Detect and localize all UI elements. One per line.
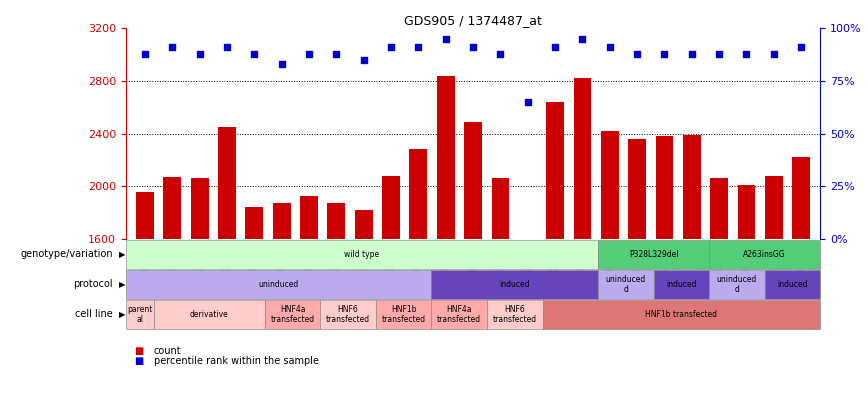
Bar bbox=[437, 76, 455, 405]
Point bbox=[466, 44, 480, 51]
Bar bbox=[738, 185, 755, 405]
Text: cell line: cell line bbox=[76, 309, 113, 319]
Bar bbox=[327, 203, 345, 405]
Text: induced: induced bbox=[499, 280, 530, 289]
Point bbox=[439, 36, 453, 42]
Bar bbox=[300, 196, 318, 405]
Bar bbox=[792, 158, 810, 405]
Bar bbox=[546, 102, 564, 405]
Point bbox=[794, 44, 808, 51]
Point bbox=[275, 61, 289, 67]
Text: derivative: derivative bbox=[190, 310, 228, 319]
Point bbox=[657, 50, 671, 57]
Text: induced: induced bbox=[777, 280, 808, 289]
Bar bbox=[218, 127, 236, 405]
Bar bbox=[628, 139, 646, 405]
Bar bbox=[464, 122, 482, 405]
Text: ▶: ▶ bbox=[119, 250, 125, 259]
Text: percentile rank within the sample: percentile rank within the sample bbox=[154, 356, 319, 366]
Point bbox=[385, 44, 398, 51]
Point bbox=[766, 50, 780, 57]
Bar bbox=[765, 176, 783, 405]
Point bbox=[330, 50, 344, 57]
Text: HNF4a
transfected: HNF4a transfected bbox=[271, 305, 314, 324]
Bar bbox=[355, 210, 372, 405]
Bar bbox=[574, 79, 591, 405]
Text: uninduced: uninduced bbox=[259, 280, 299, 289]
Text: ■: ■ bbox=[135, 346, 144, 356]
Point bbox=[575, 36, 589, 42]
Text: wild type: wild type bbox=[345, 250, 379, 259]
Point bbox=[521, 99, 535, 105]
Point bbox=[602, 44, 616, 51]
Bar bbox=[601, 131, 619, 405]
Point bbox=[685, 50, 699, 57]
Point bbox=[193, 50, 207, 57]
Text: genotype/variation: genotype/variation bbox=[20, 249, 113, 259]
Point bbox=[712, 50, 726, 57]
Point bbox=[357, 57, 371, 63]
Point bbox=[740, 50, 753, 57]
Bar bbox=[136, 192, 154, 405]
Text: P328L329del: P328L329del bbox=[628, 250, 679, 259]
Text: protocol: protocol bbox=[73, 279, 113, 289]
Point bbox=[630, 50, 644, 57]
Point bbox=[138, 50, 152, 57]
Text: HNF1b transfected: HNF1b transfected bbox=[646, 310, 717, 319]
Text: induced: induced bbox=[666, 280, 697, 289]
Bar bbox=[273, 203, 291, 405]
Bar bbox=[491, 179, 510, 405]
Text: ■: ■ bbox=[135, 356, 144, 366]
Text: HNF6
transfected: HNF6 transfected bbox=[326, 305, 370, 324]
Point bbox=[302, 50, 316, 57]
Bar bbox=[163, 177, 181, 405]
Bar bbox=[246, 207, 263, 405]
Bar bbox=[710, 179, 728, 405]
Text: ▶: ▶ bbox=[119, 310, 125, 319]
Point bbox=[247, 50, 261, 57]
Bar bbox=[382, 176, 400, 405]
Text: count: count bbox=[154, 346, 181, 356]
Text: HNF1b
transfected: HNF1b transfected bbox=[382, 305, 425, 324]
Bar bbox=[519, 239, 536, 405]
Text: uninduced
d: uninduced d bbox=[717, 275, 757, 294]
Point bbox=[548, 44, 562, 51]
Point bbox=[493, 50, 507, 57]
Text: A263insGG: A263insGG bbox=[743, 250, 786, 259]
Text: uninduced
d: uninduced d bbox=[606, 275, 646, 294]
Point bbox=[220, 44, 234, 51]
Title: GDS905 / 1374487_at: GDS905 / 1374487_at bbox=[404, 14, 542, 27]
Text: ▶: ▶ bbox=[119, 280, 125, 289]
Text: parent
al: parent al bbox=[127, 305, 153, 324]
Text: HNF4a
transfected: HNF4a transfected bbox=[437, 305, 481, 324]
Bar bbox=[191, 179, 208, 405]
Point bbox=[411, 44, 425, 51]
Bar bbox=[683, 135, 700, 405]
Bar bbox=[410, 149, 427, 405]
Point bbox=[166, 44, 180, 51]
Text: HNF6
transfected: HNF6 transfected bbox=[493, 305, 536, 324]
Bar bbox=[655, 136, 674, 405]
